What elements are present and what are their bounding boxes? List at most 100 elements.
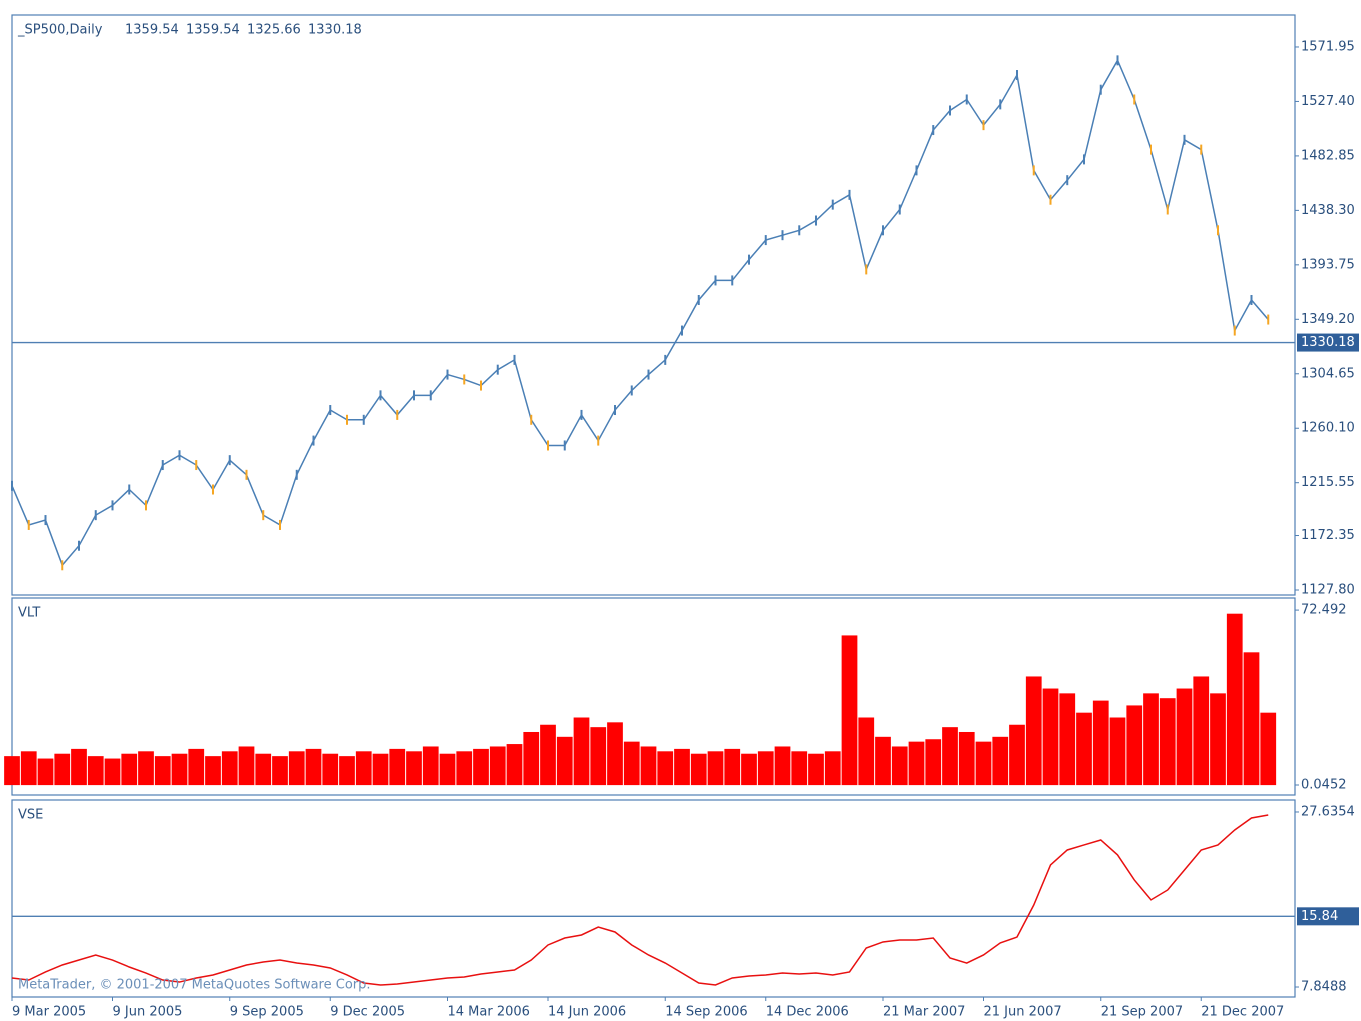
bar: [456, 751, 473, 786]
bar: [925, 739, 942, 786]
panel-title: _SP500,Daily: [17, 23, 103, 38]
bar: [540, 724, 556, 786]
bar: [489, 746, 506, 786]
bar: [171, 753, 188, 786]
bar: [1176, 688, 1193, 786]
bar: [4, 756, 20, 786]
bar: [556, 736, 573, 786]
bar: [104, 758, 121, 786]
bar: [389, 748, 406, 786]
bar: [305, 748, 322, 786]
bar: [288, 751, 305, 786]
x-tick-label: 21 Sep 2007: [1101, 1005, 1183, 1020]
bar: [523, 731, 540, 786]
x-tick-label: 14 Jun 2006: [548, 1005, 626, 1020]
bar: [1260, 712, 1277, 786]
bar: [590, 727, 607, 786]
bar: [20, 751, 37, 786]
y-tick-label: 1349.20: [1301, 312, 1355, 327]
bar: [1009, 724, 1025, 786]
bar: [406, 751, 422, 786]
bar: [1042, 688, 1059, 786]
bar: [71, 748, 87, 786]
quote-value: 1330.18: [308, 23, 362, 38]
bar: [1025, 676, 1042, 786]
panel-frame: [11, 799, 1296, 998]
y-tick-label: 1172.35: [1301, 528, 1355, 543]
bar: [1210, 693, 1226, 786]
bar: [1193, 676, 1210, 786]
quote-value: 1325.66: [247, 23, 301, 38]
bar: [1126, 705, 1143, 786]
series-line: [11, 58, 1269, 567]
bar: [506, 744, 523, 786]
x-tick-label: 9 Jun 2005: [113, 1005, 183, 1020]
watermark: MetaTrader, © 2001-2007 MetaQuotes Softw…: [18, 978, 371, 993]
bar: [439, 753, 456, 786]
bar: [992, 736, 1009, 786]
bar: [87, 756, 104, 786]
series-line: [11, 814, 1269, 986]
bar: [623, 741, 640, 786]
bar: [1143, 693, 1159, 786]
bar: [875, 736, 891, 786]
x-tick-label: 21 Jun 2007: [984, 1005, 1062, 1020]
y-tick-label: 72.492: [1301, 603, 1347, 618]
bar: [707, 751, 724, 786]
x-tick-label: 14 Dec 2006: [766, 1005, 849, 1020]
panel-title: VLT: [18, 606, 40, 621]
level-label: 1330.18: [1301, 335, 1355, 350]
bar: [858, 717, 875, 786]
bar: [138, 751, 154, 786]
quote-value: 1359.54: [125, 23, 179, 38]
bar: [473, 748, 489, 786]
bar: [355, 751, 372, 786]
level-label: 15.84: [1301, 909, 1338, 924]
x-tick-label: 14 Mar 2006: [448, 1005, 530, 1020]
x-tick-label: 9 Dec 2005: [330, 1005, 405, 1020]
bar: [975, 741, 992, 786]
bar: [908, 741, 925, 786]
y-tick-label: 0.0452: [1301, 777, 1347, 792]
bar: [1159, 698, 1176, 786]
y-tick-label: 1127.80: [1301, 582, 1355, 597]
panel-frame: [11, 597, 1296, 796]
y-tick-label: 7.8488: [1301, 980, 1347, 995]
bar: [607, 722, 623, 786]
bar: [808, 753, 824, 786]
bar: [824, 751, 841, 786]
level-label-box: [1297, 907, 1359, 926]
bar: [774, 746, 791, 786]
y-tick-label: 1482.85: [1301, 148, 1355, 163]
y-tick-label: 1438.30: [1301, 203, 1355, 218]
bar: [1243, 652, 1260, 786]
bar: [1092, 700, 1109, 786]
bar: [322, 753, 339, 786]
bar: [757, 751, 774, 786]
x-tick-label: 21 Dec 2007: [1201, 1005, 1284, 1020]
bar: [1109, 717, 1126, 786]
bar: [54, 753, 71, 786]
bar: [791, 751, 808, 786]
bar: [942, 727, 958, 786]
level-label-box: [1297, 333, 1359, 352]
bar: [640, 746, 657, 786]
bar: [690, 753, 707, 786]
x-tick-label: 21 Mar 2007: [883, 1005, 965, 1020]
bar: [1059, 693, 1076, 786]
bar: [422, 746, 439, 786]
bar: [372, 753, 389, 786]
bar: [1226, 613, 1243, 786]
panel-title: VSE: [18, 808, 43, 823]
x-tick-label: 9 Mar 2005: [12, 1005, 86, 1020]
bar: [205, 756, 221, 786]
bar: [121, 753, 138, 786]
panel-frame: [11, 14, 1296, 596]
bar: [221, 751, 238, 786]
y-tick-label: 1304.65: [1301, 366, 1355, 381]
bar: [841, 635, 858, 786]
bar: [238, 746, 255, 786]
bar: [188, 748, 205, 786]
bar: [255, 753, 272, 786]
